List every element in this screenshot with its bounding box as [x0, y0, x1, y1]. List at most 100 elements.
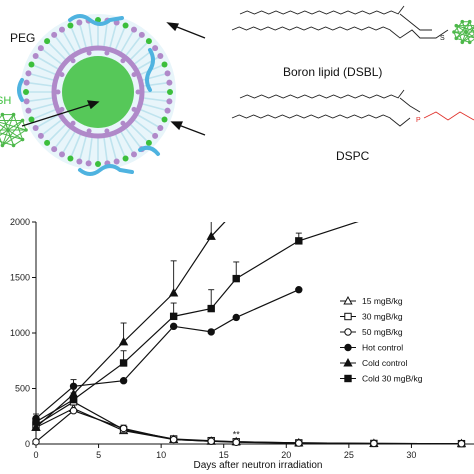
- series-4: [31, 222, 226, 431]
- peg-chain: [108, 134, 118, 162]
- data-point: [232, 438, 240, 447]
- inner-head: [70, 58, 76, 64]
- lipid-structures: [231, 5, 474, 127]
- chart-series: [31, 222, 467, 448]
- data-point: [169, 435, 178, 444]
- liposome-core: [62, 56, 134, 128]
- cluster-atom: [11, 143, 16, 148]
- data-point: [118, 336, 129, 346]
- legend-item: 50 mgB/kg: [340, 327, 403, 337]
- data-point: [295, 237, 303, 245]
- data-point: [69, 382, 78, 390]
- data-point: [232, 313, 240, 322]
- peg-chain: [124, 126, 143, 150]
- inner-head: [70, 120, 76, 126]
- cluster-bond: [0, 114, 3, 119]
- cluster-bond: [1, 129, 9, 146]
- peg-chain: [119, 29, 135, 55]
- legend-label: 15 mgB/kg: [362, 296, 403, 306]
- lipid-head: [67, 155, 74, 162]
- lipid-head: [131, 26, 137, 33]
- data-point: [32, 418, 40, 426]
- inner-head: [135, 89, 141, 95]
- arrow-core-icon: [21, 101, 99, 127]
- y-tick-label: 1000: [10, 328, 30, 338]
- cluster-bond: [461, 21, 467, 33]
- lipid-head: [85, 160, 92, 167]
- peg-chain: [35, 113, 61, 129]
- lipid-head: [23, 98, 30, 105]
- lipid-head: [145, 139, 152, 146]
- arrow-head-icon: [86, 100, 100, 110]
- lipid-head: [95, 161, 101, 167]
- cluster-bond: [7, 114, 15, 131]
- peg-chain: [128, 122, 150, 144]
- lipid-head: [161, 116, 168, 123]
- boron-lipid-label: Boron lipid (DSBL): [283, 65, 382, 79]
- lipid-head: [51, 31, 58, 38]
- peg-chain: [78, 134, 88, 162]
- lipid-head: [51, 146, 58, 153]
- tumor-growth-chart: 0 5 10 15 20 25 30 0 500 1000 1500 2000 15 mgB/kg 30…: [10, 217, 474, 471]
- blue-arrow-icon: [68, 14, 124, 26]
- lipid-head: [59, 151, 65, 158]
- series-line: [35, 222, 359, 423]
- legend-marker: [343, 357, 353, 367]
- data-point: [169, 312, 178, 321]
- cluster-bond: [465, 31, 474, 38]
- cluster-bond: [7, 120, 23, 131]
- data-point: [457, 439, 466, 448]
- legend-item: Cold control: [340, 357, 407, 368]
- peg-chain: [61, 29, 77, 55]
- data-point: [119, 424, 128, 433]
- linker: [397, 89, 421, 113]
- lipid-head: [113, 158, 120, 165]
- legend-item: Hot control: [340, 343, 403, 353]
- lipid-head: [122, 155, 129, 162]
- lipid-head: [37, 45, 44, 52]
- bilayer-ring: [51, 45, 145, 139]
- cluster-bond: [7, 129, 15, 146]
- data-point: [370, 439, 378, 448]
- y-tick-label: 2000: [10, 217, 30, 227]
- x-tick-label: 25: [344, 450, 354, 460]
- lipid-head: [152, 132, 159, 139]
- p-atom-label: P: [416, 117, 421, 124]
- chart-axes: [35, 222, 474, 445]
- boron-cluster-right-icon: [452, 19, 474, 45]
- cluster-bond: [461, 26, 474, 43]
- peg-chain: [114, 25, 127, 52]
- fatty-chain: [239, 10, 399, 15]
- lipid-head: [76, 19, 83, 26]
- blue-arrow-icon: [78, 164, 134, 176]
- data-point: [119, 359, 128, 367]
- inner-head: [55, 89, 61, 95]
- inner-head: [104, 128, 110, 134]
- lipid-head: [166, 98, 173, 105]
- peg-chain: [31, 108, 58, 121]
- inner-head: [131, 106, 137, 112]
- legend-item: 30 mgB/kg: [340, 312, 403, 322]
- inner-head: [59, 72, 65, 78]
- y-tick-label: 1500: [10, 273, 30, 283]
- cluster-atom: [467, 40, 472, 45]
- cluster-atom: [460, 40, 465, 45]
- cluster-atom: [11, 112, 16, 117]
- inner-head: [104, 50, 110, 56]
- cluster-atom: [454, 23, 459, 28]
- cluster-atom: [460, 19, 465, 24]
- fatty-chain: [231, 114, 391, 119]
- cluster-atom: [0, 143, 5, 148]
- cluster-bond: [456, 25, 467, 33]
- x-tick-label: 30: [406, 450, 416, 460]
- cluster-atom: [452, 30, 456, 34]
- chart-legend: 15 mgB/kg 30 mgB/kg 50 mgB/kg Hot control Co…: [340, 295, 423, 384]
- data-point: [69, 407, 78, 415]
- lipid-head: [44, 38, 51, 45]
- peg-chain: [135, 113, 161, 129]
- chart-ticks: 0 5 10 15 20 25 30 0 500 1000 1500 2000: [10, 217, 416, 460]
- lipid-head: [166, 79, 173, 86]
- data-point: [169, 322, 178, 331]
- inner-head: [120, 58, 126, 64]
- liposome-diagram: PEG SH S P Boron lipid (DSBL) DSPC: [0, 5, 474, 176]
